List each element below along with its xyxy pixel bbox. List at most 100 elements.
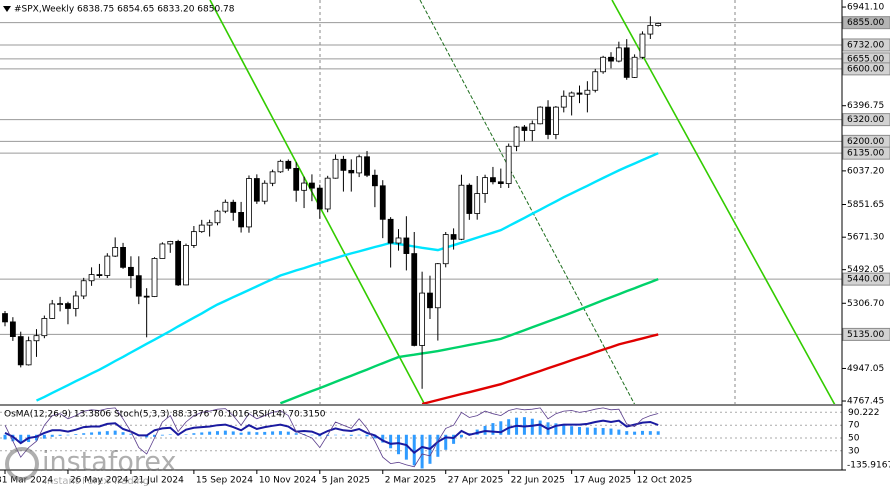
histogram-bar xyxy=(601,428,605,435)
candle-body xyxy=(608,56,614,62)
histogram-bar xyxy=(633,431,637,435)
candle-body xyxy=(238,212,245,228)
histogram-bar xyxy=(412,434,416,466)
candle-body xyxy=(214,210,221,224)
histogram-bar xyxy=(58,434,62,436)
histogram-bar xyxy=(255,432,259,435)
candle-body xyxy=(25,340,32,366)
candle-body xyxy=(96,274,103,276)
candle-body xyxy=(33,335,40,342)
candle-body xyxy=(395,237,402,244)
menu-arrow[interactable] xyxy=(3,6,11,12)
x-tick-label: 12 Oct 2025 xyxy=(637,476,693,486)
histogram-bar xyxy=(160,434,164,436)
histogram-bar xyxy=(381,434,385,443)
candle-body xyxy=(9,321,16,337)
y-tick-label: 5851.65 xyxy=(847,200,884,210)
histogram-bar xyxy=(215,431,219,435)
x-tick-label: 5 Jan 2025 xyxy=(322,476,370,486)
candle-body xyxy=(631,56,638,78)
candle-body xyxy=(2,313,8,323)
y-tick-label: 6396.75 xyxy=(847,101,884,111)
x-tick-label: 22 Jun 2025 xyxy=(511,476,565,486)
histogram-bar xyxy=(491,423,495,435)
histogram-bar xyxy=(129,433,133,435)
histogram-bar xyxy=(74,433,78,435)
histogram-bar xyxy=(3,434,7,440)
level-label-box xyxy=(842,146,890,160)
candle-body xyxy=(387,218,394,244)
histogram-bar xyxy=(365,434,369,437)
candle-body xyxy=(584,89,591,95)
candle-body xyxy=(403,237,410,254)
candle-body xyxy=(183,245,189,286)
histogram-bar xyxy=(90,432,94,435)
histogram-bar xyxy=(625,431,629,435)
level-label: 6855.00 xyxy=(847,18,884,28)
y-tick-label: 6941.10 xyxy=(847,3,884,13)
histogram-bar xyxy=(499,421,503,435)
candle-body xyxy=(285,160,292,169)
candle-body xyxy=(615,47,622,62)
candle-body xyxy=(576,92,583,95)
level-label-box xyxy=(842,16,890,30)
histogram-bar xyxy=(397,434,400,455)
chart-title: #SPX,Weekly 6838.75 6854.65 6833.20 6850… xyxy=(14,5,235,15)
candle-body xyxy=(379,185,386,220)
histogram-bar xyxy=(656,431,660,435)
histogram-bar xyxy=(239,432,243,435)
histogram-bar xyxy=(184,434,188,435)
histogram-bar xyxy=(444,434,448,450)
y2-tick-label: 30 xyxy=(848,446,860,456)
histogram-bar xyxy=(105,431,109,435)
candle-body xyxy=(190,231,197,246)
y2-tick-label: 90.222 xyxy=(848,408,880,418)
histogram-bar xyxy=(562,424,566,435)
y-tick-label: 5492.05 xyxy=(847,265,884,275)
histogram-bar xyxy=(11,434,15,442)
y2-tick-label: 70 xyxy=(848,421,860,431)
candle-body xyxy=(167,241,174,245)
candle-body xyxy=(309,182,315,189)
histogram-bar xyxy=(294,433,298,435)
candle-body xyxy=(246,178,252,228)
candle-body xyxy=(159,243,166,259)
candle-body xyxy=(364,156,370,176)
candle-body xyxy=(261,182,268,202)
candle-body xyxy=(458,184,465,240)
candle-body xyxy=(88,274,95,282)
histogram-bar xyxy=(420,434,424,469)
y-tick-label: 5306.70 xyxy=(847,299,884,309)
candle-body xyxy=(17,336,24,366)
x-tick-label: 15 Sep 2024 xyxy=(196,476,253,486)
histogram-bar xyxy=(208,431,212,435)
histogram-bar xyxy=(349,434,353,436)
candle-body xyxy=(553,106,559,135)
histogram-bar xyxy=(113,430,117,435)
level-label: 5135.00 xyxy=(847,330,884,340)
channel-line xyxy=(611,0,836,404)
histogram-bar xyxy=(640,430,644,435)
histogram-bar xyxy=(554,423,558,435)
candle-body xyxy=(466,184,473,214)
histogram-bar xyxy=(334,434,338,436)
candle-body xyxy=(490,177,496,183)
candle-body xyxy=(371,174,378,187)
watermark-subtitle: Instant Forex Trading xyxy=(44,476,149,487)
histogram-bar xyxy=(247,431,251,435)
level-label: 6655.00 xyxy=(847,54,884,64)
candle-body xyxy=(198,224,205,233)
histogram-bar xyxy=(278,431,282,435)
candle-body xyxy=(293,167,300,191)
candle-body xyxy=(49,303,56,319)
main-pane xyxy=(0,0,842,404)
level-label: 6732.00 xyxy=(847,40,884,50)
candle-body xyxy=(57,303,63,305)
histogram-bar xyxy=(648,431,652,435)
candle-body xyxy=(128,266,134,277)
histogram-bar xyxy=(200,432,204,435)
candle-body xyxy=(269,171,276,184)
histogram-bar xyxy=(341,434,345,436)
